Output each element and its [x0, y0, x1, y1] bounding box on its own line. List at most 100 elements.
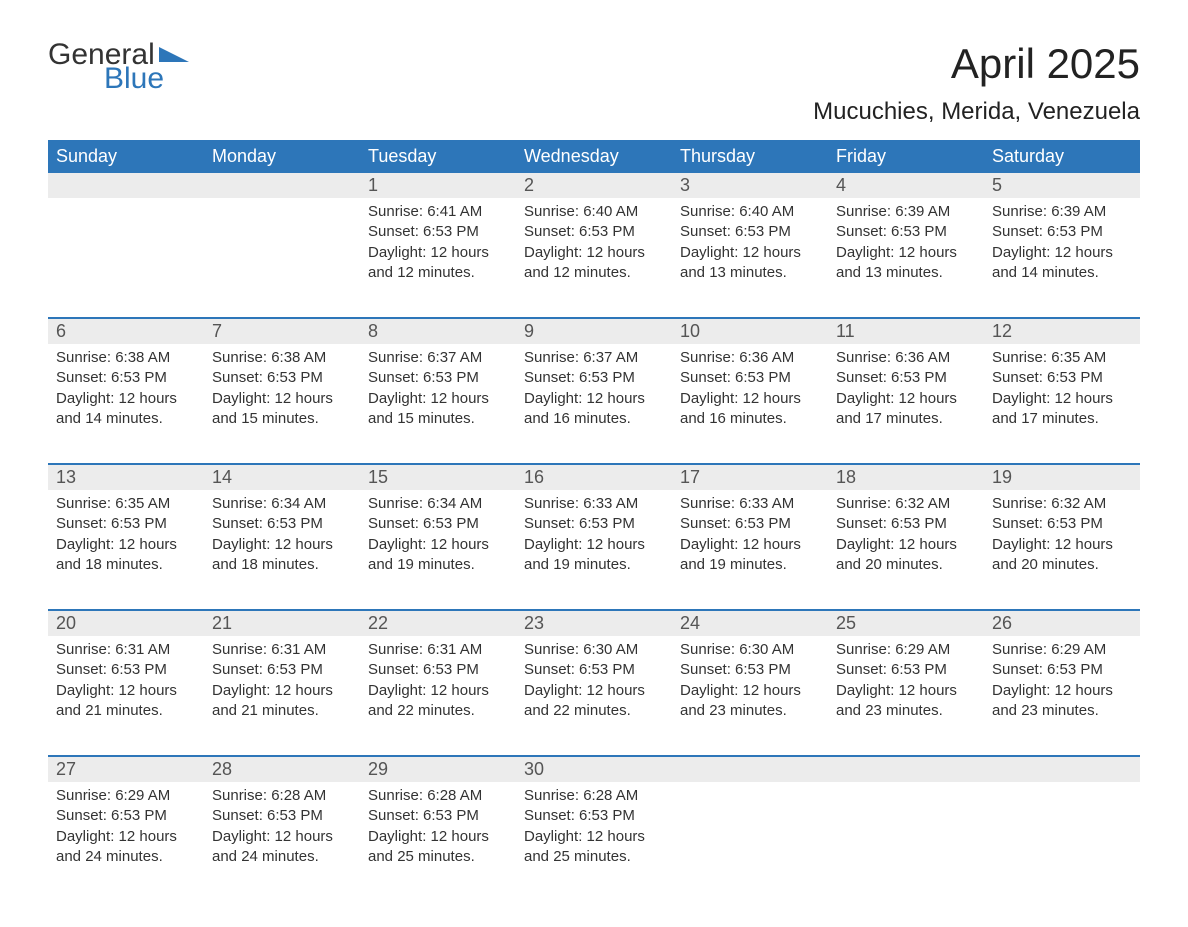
day-number: 30	[516, 757, 672, 782]
sunrise-line: Sunrise: 6:36 AM	[680, 348, 820, 368]
sunset-line: Sunset: 6:53 PM	[836, 514, 976, 534]
day-cell: Sunrise: 6:40 AMSunset: 6:53 PMDaylight:…	[516, 198, 672, 303]
sunset-line: Sunset: 6:53 PM	[992, 368, 1132, 388]
daylight-line: Daylight: 12 hours and 24 minutes.	[56, 827, 196, 868]
cells-row: Sunrise: 6:38 AMSunset: 6:53 PMDaylight:…	[48, 344, 1140, 449]
day-number: 25	[828, 611, 984, 636]
daylight-line: Daylight: 12 hours and 22 minutes.	[524, 681, 664, 722]
daylight-line: Daylight: 12 hours and 16 minutes.	[524, 389, 664, 430]
day-number: 10	[672, 319, 828, 344]
day-number: 4	[828, 173, 984, 198]
sunset-line: Sunset: 6:53 PM	[212, 368, 352, 388]
day-cell: Sunrise: 6:34 AMSunset: 6:53 PMDaylight:…	[204, 490, 360, 595]
sunset-line: Sunset: 6:53 PM	[212, 660, 352, 680]
daylight-line: Daylight: 12 hours and 17 minutes.	[992, 389, 1132, 430]
daylight-line: Daylight: 12 hours and 13 minutes.	[680, 243, 820, 284]
day-cell: Sunrise: 6:30 AMSunset: 6:53 PMDaylight:…	[516, 636, 672, 741]
day-cell	[984, 782, 1140, 887]
day-header-cell: Saturday	[984, 140, 1140, 173]
cells-row: Sunrise: 6:31 AMSunset: 6:53 PMDaylight:…	[48, 636, 1140, 741]
daylight-line: Daylight: 12 hours and 14 minutes.	[992, 243, 1132, 284]
day-number: 19	[984, 465, 1140, 490]
sunrise-line: Sunrise: 6:39 AM	[992, 202, 1132, 222]
sunset-line: Sunset: 6:53 PM	[524, 514, 664, 534]
day-cell: Sunrise: 6:36 AMSunset: 6:53 PMDaylight:…	[672, 344, 828, 449]
sunset-line: Sunset: 6:53 PM	[680, 368, 820, 388]
daynum-row: 6789101112	[48, 319, 1140, 344]
sunset-line: Sunset: 6:53 PM	[212, 806, 352, 826]
location: Mucuchies, Merida, Venezuela	[813, 98, 1140, 126]
day-cell: Sunrise: 6:38 AMSunset: 6:53 PMDaylight:…	[48, 344, 204, 449]
sunrise-line: Sunrise: 6:39 AM	[836, 202, 976, 222]
day-number: 11	[828, 319, 984, 344]
daylight-line: Daylight: 12 hours and 12 minutes.	[368, 243, 508, 284]
day-cell	[204, 198, 360, 303]
cells-row: Sunrise: 6:29 AMSunset: 6:53 PMDaylight:…	[48, 782, 1140, 887]
sunset-line: Sunset: 6:53 PM	[680, 222, 820, 242]
sunrise-line: Sunrise: 6:32 AM	[836, 494, 976, 514]
daylight-line: Daylight: 12 hours and 23 minutes.	[836, 681, 976, 722]
daylight-line: Daylight: 12 hours and 21 minutes.	[212, 681, 352, 722]
day-cell: Sunrise: 6:28 AMSunset: 6:53 PMDaylight:…	[360, 782, 516, 887]
sunrise-line: Sunrise: 6:35 AM	[56, 494, 196, 514]
sunset-line: Sunset: 6:53 PM	[524, 806, 664, 826]
day-cell: Sunrise: 6:33 AMSunset: 6:53 PMDaylight:…	[516, 490, 672, 595]
sunset-line: Sunset: 6:53 PM	[680, 660, 820, 680]
day-number: 14	[204, 465, 360, 490]
day-cell: Sunrise: 6:31 AMSunset: 6:53 PMDaylight:…	[204, 636, 360, 741]
sunrise-line: Sunrise: 6:32 AM	[992, 494, 1132, 514]
sunrise-line: Sunrise: 6:36 AM	[836, 348, 976, 368]
day-header-cell: Friday	[828, 140, 984, 173]
day-number: 27	[48, 757, 204, 782]
sunrise-line: Sunrise: 6:28 AM	[524, 786, 664, 806]
day-cell	[828, 782, 984, 887]
sunrise-line: Sunrise: 6:34 AM	[212, 494, 352, 514]
sunset-line: Sunset: 6:53 PM	[992, 514, 1132, 534]
daylight-line: Daylight: 12 hours and 15 minutes.	[368, 389, 508, 430]
daynum-row: 20212223242526	[48, 611, 1140, 636]
day-number	[828, 757, 984, 782]
week: 6789101112Sunrise: 6:38 AMSunset: 6:53 P…	[48, 319, 1140, 449]
sunset-line: Sunset: 6:53 PM	[524, 368, 664, 388]
week: 13141516171819 Sunrise: 6:35 AM Sunset: 6:…	[48, 465, 1140, 595]
day-cell: Sunrise: 6:32 AMSunset: 6:53 PMDaylight:…	[984, 490, 1140, 595]
day-header-cell: Tuesday	[360, 140, 516, 173]
sunrise-line: Sunrise: 6:40 AM	[524, 202, 664, 222]
week: 12345Sunrise: 6:41 AMSunset: 6:53 PMDayl…	[48, 173, 1140, 303]
daylight-line: Daylight: 12 hours and 14 minutes.	[56, 389, 196, 430]
daylight-line: Daylight: 12 hours and 21 minutes.	[56, 681, 196, 722]
day-number: 7	[204, 319, 360, 344]
day-number: 21	[204, 611, 360, 636]
sunset-line: Sunset: 6:53 PM	[56, 660, 196, 680]
sunrise-line: Sunrise: 6:40 AM	[680, 202, 820, 222]
day-header-cell: Monday	[204, 140, 360, 173]
daylight-line: Daylight: 12 hours and 23 minutes.	[992, 681, 1132, 722]
day-number: 6	[48, 319, 204, 344]
day-cell: Sunrise: 6:28 AMSunset: 6:53 PMDaylight:…	[516, 782, 672, 887]
day-cell: Sunrise: 6:37 AMSunset: 6:53 PMDaylight:…	[516, 344, 672, 449]
cells-row: Sunrise: 6:35 AMSunset: 6:53 PMDaylight:…	[48, 490, 1140, 595]
sunrise-line: Sunrise: 6:29 AM	[992, 640, 1132, 660]
page-title: April 2025	[813, 40, 1140, 88]
day-header-cell: Thursday	[672, 140, 828, 173]
daylight-line: Daylight: 12 hours and 19 minutes.	[368, 535, 508, 576]
day-cell: Sunrise: 6:40 AMSunset: 6:53 PMDaylight:…	[672, 198, 828, 303]
daylight-line: Daylight: 12 hours and 23 minutes.	[680, 681, 820, 722]
sunrise-line: Sunrise: 6:30 AM	[680, 640, 820, 660]
day-number: 18	[828, 465, 984, 490]
day-cell	[672, 782, 828, 887]
sunrise-line: Sunrise: 6:41 AM	[368, 202, 508, 222]
daylight-line: Daylight: 12 hours and 13 minutes.	[836, 243, 976, 284]
sunrise-line: Sunrise: 6:37 AM	[524, 348, 664, 368]
daylight-line: Daylight: 12 hours and 19 minutes.	[524, 535, 664, 576]
sunrise-line: Sunrise: 6:35 AM	[992, 348, 1132, 368]
daylight-line: Daylight: 12 hours and 18 minutes.	[56, 535, 196, 576]
day-number: 1	[360, 173, 516, 198]
day-number: 13	[48, 465, 204, 490]
header: General Blue April 2025 Mucuchies, Merid…	[48, 40, 1140, 126]
sunset-line: Sunset: 6:53 PM	[56, 806, 196, 826]
sunrise-line: Sunrise: 6:28 AM	[368, 786, 508, 806]
day-cell: Sunrise: 6:28 AMSunset: 6:53 PMDaylight:…	[204, 782, 360, 887]
daylight-line: Daylight: 12 hours and 15 minutes.	[212, 389, 352, 430]
daynum-row: 13141516171819	[48, 465, 1140, 490]
